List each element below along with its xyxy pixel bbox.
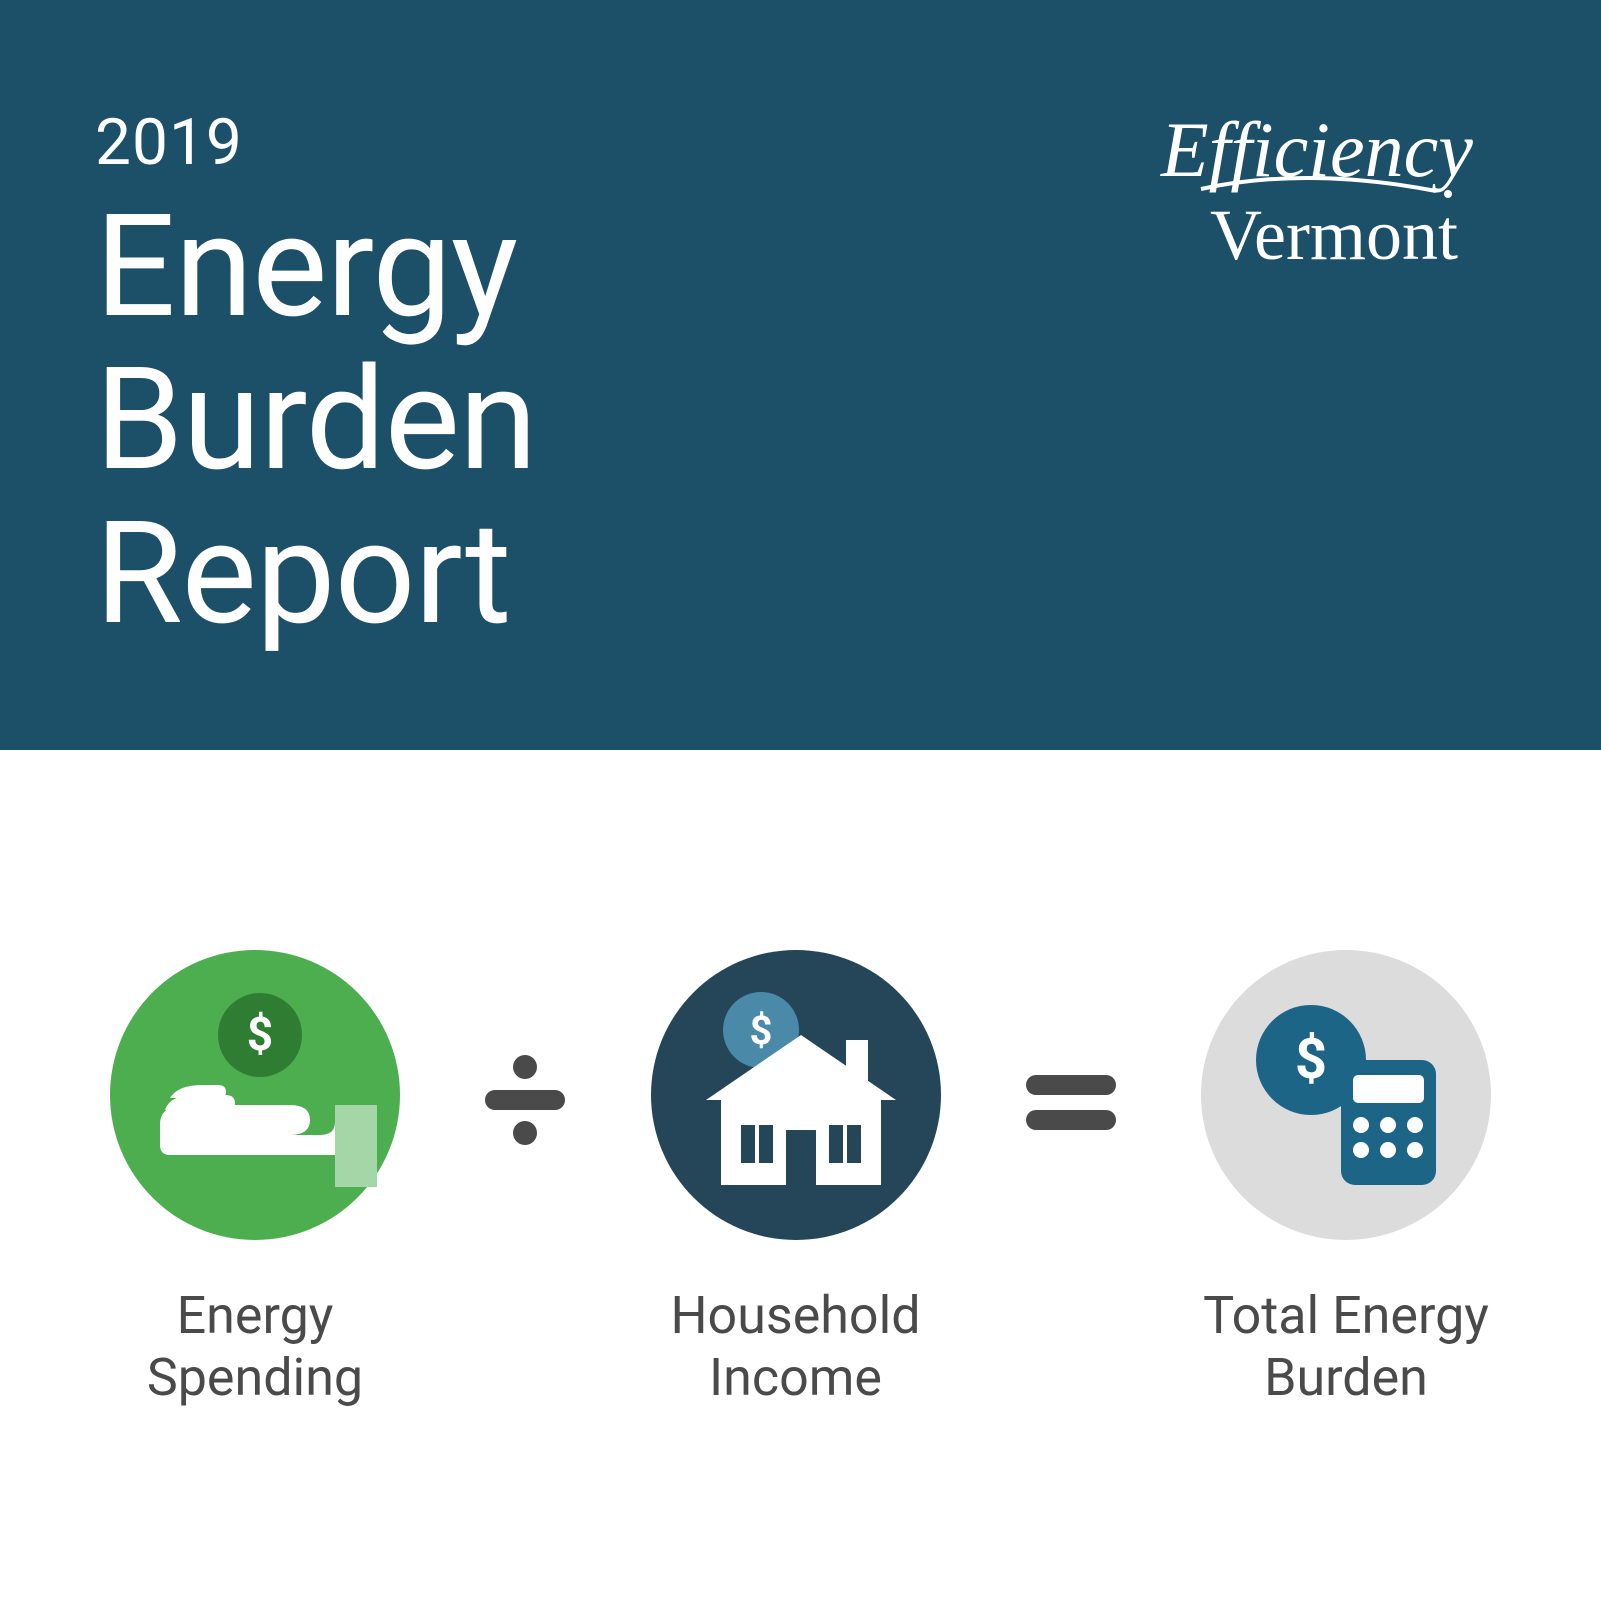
title-line-2: Burden [95, 336, 536, 503]
header-banner: 2019 Energy Burden Report Efficiency Ver… [0, 0, 1601, 750]
svg-text:$: $ [247, 1008, 273, 1062]
logo-line-2: Vermont [1210, 195, 1458, 275]
divide-icon [480, 1055, 570, 1149]
logo-line-1: Efficiency [1160, 111, 1473, 193]
term-energy-spending: $ Energy Spending [95, 950, 415, 1410]
term-label: Household Income [670, 1285, 920, 1410]
equation-row: $ Energy Spending [0, 750, 1601, 1410]
svg-text:$: $ [749, 1007, 772, 1054]
report-title: Energy Burden Report [95, 190, 536, 650]
term-label: Total Energy Burden [1203, 1285, 1489, 1410]
svg-text:$: $ [1295, 1026, 1327, 1092]
efficiency-vermont-logo: Efficiency Vermont [1106, 111, 1506, 295]
title-line-3: Report [95, 490, 511, 657]
total-energy-burden-icon: $ [1201, 950, 1491, 1240]
equals-icon [1021, 1055, 1121, 1149]
title-line-1: Energy [95, 183, 517, 350]
household-income-icon: $ [651, 950, 941, 1240]
title-block: 2019 Energy Burden Report [95, 105, 536, 650]
energy-spending-icon: $ [110, 950, 400, 1240]
term-label: Energy Spending [147, 1285, 363, 1410]
term-household-income: $ Household Income [636, 950, 956, 1410]
report-year: 2019 [95, 105, 536, 180]
term-total-energy-burden: $ Total Energy Burden [1186, 950, 1506, 1410]
page: 2019 Energy Burden Report Efficiency Ver… [0, 0, 1601, 1601]
